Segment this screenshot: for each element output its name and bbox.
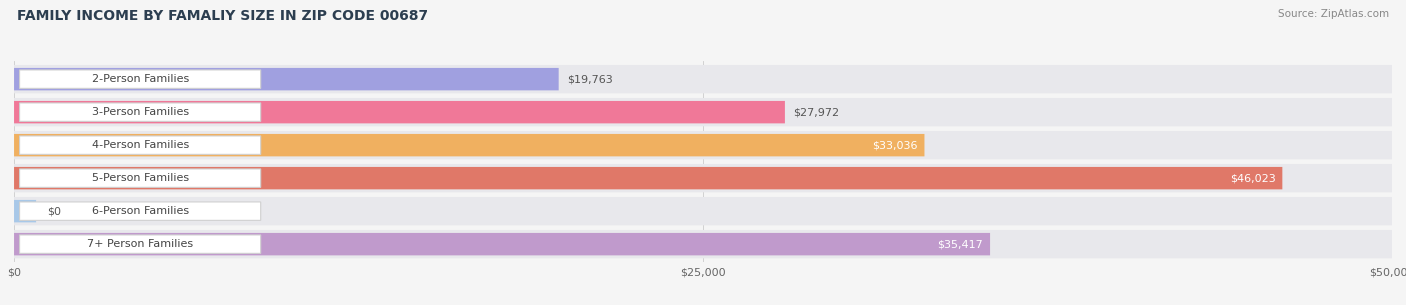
FancyBboxPatch shape <box>14 101 785 123</box>
Text: $33,036: $33,036 <box>872 140 918 150</box>
FancyBboxPatch shape <box>20 136 260 154</box>
FancyBboxPatch shape <box>14 233 990 255</box>
FancyBboxPatch shape <box>20 169 260 187</box>
FancyBboxPatch shape <box>14 164 1392 192</box>
Text: 3-Person Families: 3-Person Families <box>91 107 188 117</box>
Text: 5-Person Families: 5-Person Families <box>91 173 188 183</box>
FancyBboxPatch shape <box>20 103 260 121</box>
FancyBboxPatch shape <box>14 65 1392 93</box>
Text: 2-Person Families: 2-Person Families <box>91 74 188 84</box>
Text: $0: $0 <box>48 206 60 216</box>
Text: $19,763: $19,763 <box>567 74 613 84</box>
FancyBboxPatch shape <box>14 134 925 156</box>
FancyBboxPatch shape <box>14 200 37 222</box>
Text: 4-Person Families: 4-Person Families <box>91 140 188 150</box>
FancyBboxPatch shape <box>14 197 1392 225</box>
FancyBboxPatch shape <box>14 98 1392 126</box>
Text: 6-Person Families: 6-Person Families <box>91 206 188 216</box>
FancyBboxPatch shape <box>14 131 1392 159</box>
FancyBboxPatch shape <box>20 70 260 88</box>
FancyBboxPatch shape <box>14 167 1282 189</box>
FancyBboxPatch shape <box>20 202 260 220</box>
Text: $35,417: $35,417 <box>938 239 983 249</box>
FancyBboxPatch shape <box>14 230 1392 258</box>
Text: Source: ZipAtlas.com: Source: ZipAtlas.com <box>1278 9 1389 19</box>
Text: $27,972: $27,972 <box>793 107 839 117</box>
Text: FAMILY INCOME BY FAMALIY SIZE IN ZIP CODE 00687: FAMILY INCOME BY FAMALIY SIZE IN ZIP COD… <box>17 9 427 23</box>
Text: $46,023: $46,023 <box>1230 173 1275 183</box>
Text: 7+ Person Families: 7+ Person Families <box>87 239 193 249</box>
FancyBboxPatch shape <box>14 68 558 90</box>
FancyBboxPatch shape <box>20 235 260 253</box>
